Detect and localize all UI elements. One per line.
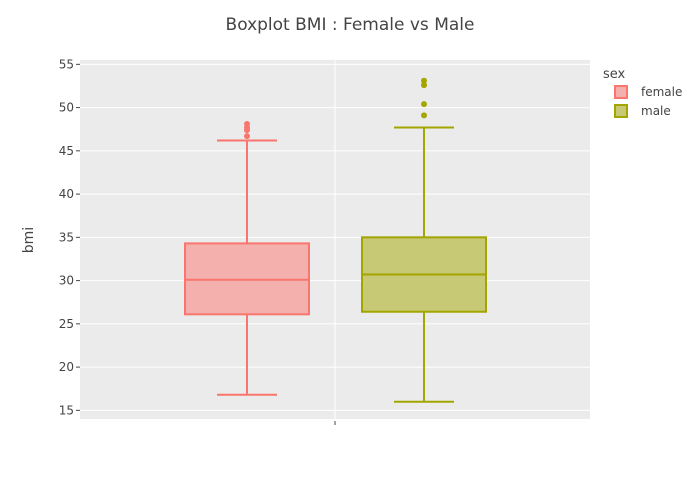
y-tick-label-30: 30 bbox=[59, 274, 74, 288]
y-tick-label-40: 40 bbox=[59, 187, 74, 201]
y-axis-ticks: 15 20 25 30 35 40 45 50 55 bbox=[59, 57, 80, 417]
legend-title: sex bbox=[603, 67, 626, 82]
y-tick-label-15: 15 bbox=[59, 403, 74, 417]
legend[interactable]: female male bbox=[614, 85, 682, 118]
y-tick-label-45: 45 bbox=[59, 144, 74, 158]
y-tick-label-25: 25 bbox=[59, 317, 74, 331]
y-tick-label-50: 50 bbox=[59, 101, 74, 115]
legend-item-male[interactable]: male bbox=[614, 104, 671, 118]
outlier-point-female-3 bbox=[244, 121, 250, 128]
box-female[interactable] bbox=[184, 121, 310, 396]
y-tick-label-55: 55 bbox=[59, 57, 74, 71]
outlier-point-male-3 bbox=[421, 77, 427, 84]
outlier-point-male-0 bbox=[421, 112, 427, 119]
y-tick-label-35: 35 bbox=[59, 230, 74, 244]
legend-label-male: male bbox=[641, 104, 671, 118]
boxplots[interactable] bbox=[184, 77, 487, 403]
y-axis-title: bmi bbox=[21, 227, 37, 253]
outlier-point-male-2 bbox=[421, 82, 427, 89]
box-male[interactable] bbox=[361, 77, 487, 403]
legend-swatch-male bbox=[614, 104, 628, 118]
outlier-point-male-1 bbox=[421, 101, 427, 108]
gridlines bbox=[80, 60, 590, 419]
legend-swatch-female bbox=[614, 85, 628, 99]
y-tick-label-20: 20 bbox=[59, 360, 74, 374]
legend-item-female[interactable]: female bbox=[614, 85, 682, 99]
legend-label-female: female bbox=[641, 85, 682, 99]
chart-title: Boxplot BMI : Female vs Male bbox=[226, 15, 475, 35]
outlier-point-female-0 bbox=[244, 133, 250, 140]
